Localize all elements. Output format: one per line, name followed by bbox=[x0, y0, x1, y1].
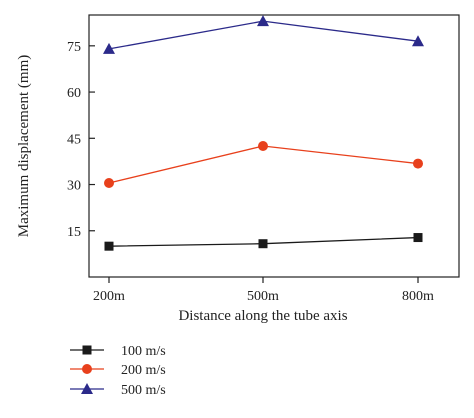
legend: 100 m/s 200 m/s 500 m/s bbox=[70, 344, 166, 398]
x-axis-label: Distance along the tube axis bbox=[178, 308, 347, 324]
data-point bbox=[257, 15, 269, 27]
legend-marker bbox=[82, 364, 92, 374]
x-tick-label: 800m bbox=[402, 289, 434, 304]
legend-marker bbox=[82, 345, 92, 355]
data-point bbox=[258, 141, 268, 151]
data-point bbox=[104, 241, 114, 251]
data-point bbox=[103, 42, 115, 54]
x-tick-label: 500m bbox=[247, 289, 279, 304]
data-point bbox=[104, 177, 114, 188]
legend-label: 100 m/s bbox=[121, 344, 166, 359]
series-3 bbox=[103, 15, 424, 54]
y-axis-label: Maximum displacement (mm) bbox=[16, 55, 32, 237]
y-axis-ticks: 15 30 45 60 75 bbox=[67, 40, 95, 240]
series-2 bbox=[104, 141, 423, 188]
data-point bbox=[413, 158, 423, 169]
series-1 bbox=[104, 233, 423, 251]
legend-item: 100 m/s bbox=[70, 344, 166, 359]
data-point bbox=[258, 239, 268, 249]
data-point bbox=[413, 233, 423, 243]
y-tick-label: 15 bbox=[67, 225, 81, 240]
legend-marker bbox=[81, 383, 93, 394]
y-tick-label: 30 bbox=[67, 179, 81, 194]
y-tick-label: 60 bbox=[67, 86, 81, 101]
x-tick-label: 200m bbox=[93, 289, 125, 304]
series-layer bbox=[103, 15, 424, 251]
legend-label: 500 m/s bbox=[121, 383, 166, 398]
legend-item: 200 m/s bbox=[70, 363, 166, 378]
legend-label: 200 m/s bbox=[121, 363, 166, 378]
legend-item: 500 m/s bbox=[70, 383, 166, 398]
plot-frame bbox=[88, 14, 460, 278]
data-point bbox=[412, 35, 424, 47]
x-axis-ticks: 200m 500m 800m bbox=[93, 277, 434, 304]
y-tick-label: 45 bbox=[67, 132, 81, 147]
y-tick-label: 75 bbox=[67, 40, 81, 55]
series-line bbox=[108, 145, 419, 184]
